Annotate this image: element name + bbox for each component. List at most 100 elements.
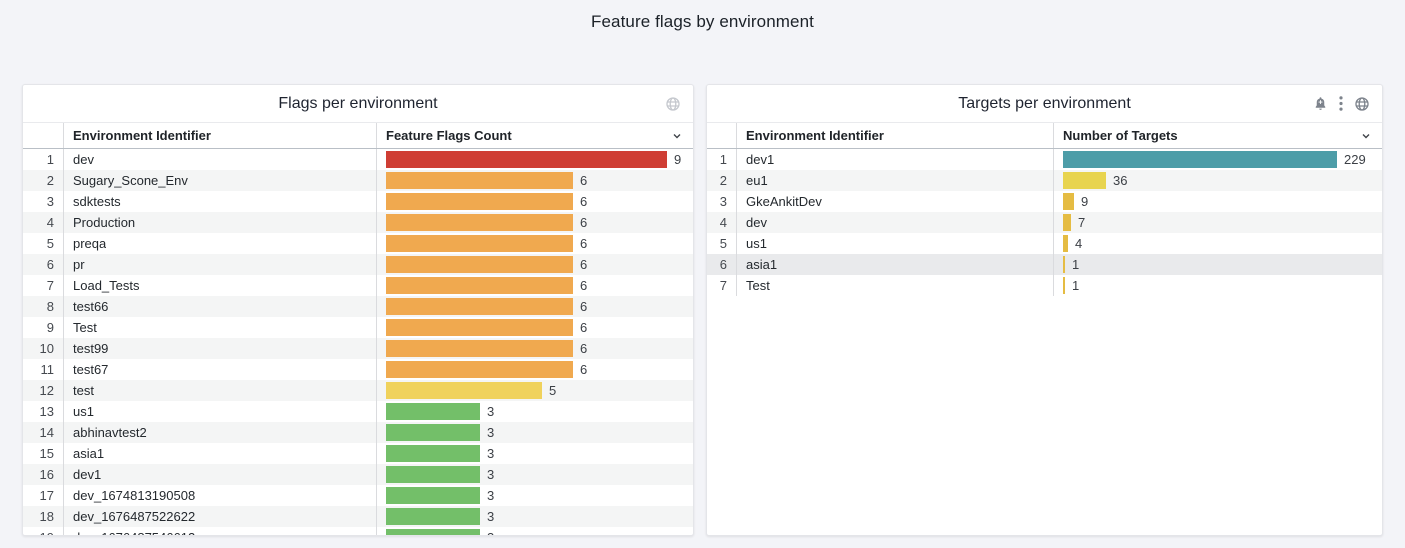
globe-icon[interactable]: [1354, 96, 1370, 112]
page-title: Feature flags by environment: [591, 12, 814, 31]
gauge-value: 3: [487, 446, 495, 461]
environment-identifier: us1: [746, 236, 767, 251]
row-index: 14: [39, 425, 54, 440]
row-index: 3: [719, 194, 727, 209]
environment-identifier-cell: dev: [736, 212, 1053, 233]
environment-identifier: preqa: [73, 236, 107, 251]
index-column-header: [707, 123, 736, 148]
gauge-bar: [1063, 151, 1337, 168]
gauge-bar: [386, 529, 480, 535]
gauge-bar: [386, 151, 667, 168]
gauge-value: 6: [580, 341, 588, 356]
panel-title: Flags per environment: [278, 94, 438, 112]
environment-identifier: dev_1676487522622: [73, 509, 196, 524]
row-index: 1: [46, 152, 54, 167]
environment-identifier-cell: test: [63, 380, 376, 401]
value-gauge-cell: 3: [376, 527, 693, 535]
environment-identifier-cell: abhinavtest2: [63, 422, 376, 443]
environment-identifier: dev_1676487546612: [73, 530, 195, 535]
column-header-label: Number of Targets: [1063, 128, 1178, 143]
column-header-environment-identifier[interactable]: Environment Identifier: [63, 123, 376, 148]
environment-identifier: test67: [73, 362, 109, 377]
table-row: 19 dev_1676487546612 3: [23, 527, 693, 535]
row-index: 10: [39, 341, 54, 356]
value-gauge-cell: 6: [376, 317, 693, 338]
value-gauge-cell: 6: [376, 212, 693, 233]
table-row: 6 asia1 1: [707, 254, 1382, 275]
kebab-menu-icon[interactable]: [1339, 96, 1343, 111]
value-gauge-cell: 36: [1053, 170, 1382, 191]
gauge-bar: [386, 214, 573, 231]
environment-identifier: Test: [746, 278, 770, 293]
row-index: 8: [46, 299, 54, 314]
value-gauge-cell: 6: [376, 296, 693, 317]
gauge-value: 6: [580, 278, 588, 293]
gauge-value: 7: [1078, 215, 1086, 230]
table-row: 4 dev 7: [707, 212, 1382, 233]
gauge-value: 6: [580, 215, 588, 230]
index-column-header: [23, 123, 63, 148]
gauge-value: 3: [487, 530, 494, 535]
environment-identifier: Production: [73, 215, 136, 230]
environment-identifier: Test: [73, 320, 97, 335]
value-gauge-cell: 6: [376, 170, 693, 191]
table-row: 2 Sugary_Scone_Env 6: [23, 170, 693, 191]
gauge-bar: [386, 340, 573, 357]
environment-identifier-cell: test66: [63, 296, 376, 317]
table-row: 8 test66 6: [23, 296, 693, 317]
table-row: 3 sdktests 6: [23, 191, 693, 212]
panel-header[interactable]: Flags per environment: [23, 85, 693, 122]
row-index: 7: [46, 278, 54, 293]
gauge-value: 6: [580, 320, 588, 335]
gauge-bar: [386, 319, 573, 336]
environment-identifier: asia1: [73, 446, 105, 461]
environment-identifier-cell: Test: [736, 275, 1053, 296]
table-row: 16 dev1 3: [23, 464, 693, 485]
table-row: 7 Test 1: [707, 275, 1382, 296]
value-gauge-cell: 3: [376, 401, 693, 422]
gauge-value: 9: [1081, 194, 1089, 209]
table-row: 14 abhinavtest2 3: [23, 422, 693, 443]
gauge-value: 3: [487, 404, 495, 419]
environment-identifier: eu1: [746, 173, 768, 188]
value-gauge-cell: 9: [1053, 191, 1382, 212]
table-row: 13 us1 3: [23, 401, 693, 422]
gauge-bar: [1063, 193, 1074, 210]
table-row: 17 dev_1674813190508 3: [23, 485, 693, 506]
gauge-bar: [1063, 214, 1071, 231]
environment-identifier-cell: us1: [736, 233, 1053, 254]
chevron-down-icon[interactable]: [671, 130, 683, 142]
gauge-bar: [386, 235, 573, 252]
table-row: 3 GkeAnkitDev 9: [707, 191, 1382, 212]
panel-flags-per-environment: Flags per environment Environment Identi…: [22, 84, 694, 536]
gauge-bar: [386, 382, 542, 399]
value-gauge-cell: 3: [376, 422, 693, 443]
table-row: 5 us1 4: [707, 233, 1382, 254]
environment-identifier-cell: Production: [63, 212, 376, 233]
environment-identifier: dev1: [73, 467, 102, 482]
gauge-value: 36: [1113, 173, 1128, 188]
chevron-down-icon[interactable]: [1360, 130, 1372, 142]
row-index: 16: [39, 467, 54, 482]
table-row: 10 test99 6: [23, 338, 693, 359]
panel-header[interactable]: Targets per environment: [707, 85, 1382, 122]
environment-identifier: test66: [73, 299, 109, 314]
environment-identifier-cell: dev_1676487546612: [63, 527, 376, 535]
value-gauge-cell: 3: [376, 506, 693, 527]
environment-identifier-cell: test99: [63, 338, 376, 359]
column-header-feature-flags-count[interactable]: Feature Flags Count: [376, 123, 693, 148]
environment-identifier: test99: [73, 341, 109, 356]
environment-identifier-cell: preqa: [63, 233, 376, 254]
gauge-value: 6: [580, 236, 588, 251]
column-header-environment-identifier[interactable]: Environment Identifier: [736, 123, 1053, 148]
bell-plus-icon[interactable]: [1313, 96, 1328, 111]
table-row: 4 Production 6: [23, 212, 693, 233]
table-row: 11 test67 6: [23, 359, 693, 380]
globe-icon[interactable]: [665, 96, 681, 112]
gauge-value: 3: [487, 488, 495, 503]
table-header: Environment Identifier Number of Targets: [707, 122, 1382, 149]
gauge-value: 6: [580, 362, 588, 377]
column-header-number-of-targets[interactable]: Number of Targets: [1053, 123, 1382, 148]
table-body-targets: 1 dev1 229 2 eu1 36 3 GkeAnkitDev 9 4 de…: [707, 149, 1382, 296]
value-gauge-cell: 3: [376, 485, 693, 506]
